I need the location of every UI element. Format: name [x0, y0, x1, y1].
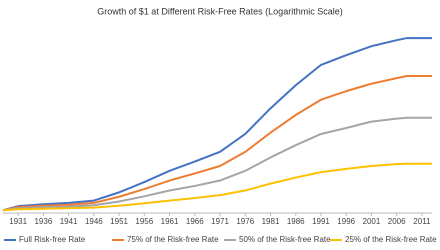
x-tick-label: 1971 [211, 217, 229, 226]
x-tick-label: 1931 [9, 217, 27, 226]
x-tick-label: 1981 [262, 217, 280, 226]
x-tick-label: 1991 [312, 217, 330, 226]
x-tick-label: 1946 [85, 217, 103, 226]
series-line [2, 116, 432, 212]
series-line [2, 162, 432, 212]
x-tick-label: 1986 [287, 217, 305, 226]
x-tick-label: 1966 [186, 217, 204, 226]
x-tick-label: 1941 [60, 217, 78, 226]
chart-title: Growth of $1 at Different Risk-Free Rate… [97, 6, 342, 16]
x-tick-label: 1951 [110, 217, 128, 226]
legend-label: 50% of the Risk-free Rate [239, 235, 331, 244]
x-tick-label: 2011 [413, 217, 431, 226]
legend-label: 75% of the Risk-free Rate [127, 235, 219, 244]
legend-label: Full Risk-free Rate [19, 235, 86, 244]
x-tick-label: 1956 [135, 217, 153, 226]
x-tick-label: 1976 [236, 217, 254, 226]
x-tick-label: 2006 [388, 217, 406, 226]
series-line [2, 74, 432, 212]
x-tick-label: 1961 [161, 217, 179, 226]
legend-label: 25% of the Risk-free Rate [345, 235, 437, 244]
series-line [2, 37, 432, 212]
x-tick-label: 2001 [363, 217, 381, 226]
x-tick-label: 1996 [337, 217, 355, 226]
x-tick-label: 1936 [34, 217, 52, 226]
